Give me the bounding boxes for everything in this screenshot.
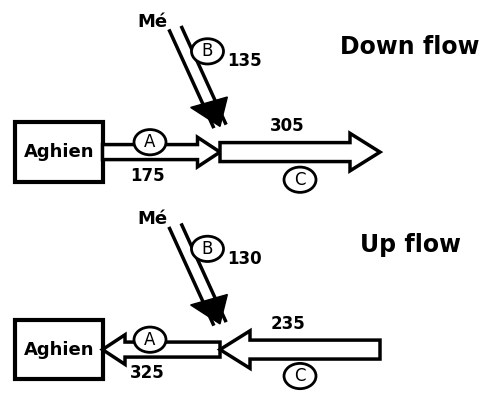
Circle shape — [134, 130, 166, 155]
Text: 325: 325 — [130, 364, 165, 382]
Text: C: C — [294, 171, 306, 189]
Text: 235: 235 — [270, 315, 305, 333]
Text: A: A — [144, 331, 156, 349]
Text: 175: 175 — [130, 167, 165, 185]
Text: Up flow: Up flow — [360, 233, 460, 257]
Text: Down flow: Down flow — [340, 36, 480, 59]
Text: B: B — [202, 42, 213, 60]
Text: Mé: Mé — [138, 210, 168, 228]
Circle shape — [284, 167, 316, 192]
Circle shape — [192, 236, 224, 261]
Text: 305: 305 — [270, 117, 305, 135]
Text: A: A — [144, 133, 156, 151]
Text: C: C — [294, 367, 306, 385]
Polygon shape — [190, 295, 228, 324]
FancyBboxPatch shape — [15, 320, 102, 379]
Circle shape — [192, 39, 224, 64]
Text: Aghien: Aghien — [24, 340, 94, 359]
Text: B: B — [202, 240, 213, 258]
FancyArrow shape — [102, 335, 220, 364]
Text: Aghien: Aghien — [24, 143, 94, 161]
Circle shape — [284, 363, 316, 389]
Text: Mé: Mé — [138, 13, 168, 31]
FancyArrow shape — [220, 134, 380, 171]
Text: 135: 135 — [228, 52, 262, 70]
Polygon shape — [190, 97, 228, 126]
FancyArrow shape — [220, 331, 380, 368]
Circle shape — [134, 327, 166, 352]
FancyArrow shape — [102, 137, 220, 167]
Text: 130: 130 — [228, 250, 262, 268]
FancyBboxPatch shape — [15, 122, 102, 182]
